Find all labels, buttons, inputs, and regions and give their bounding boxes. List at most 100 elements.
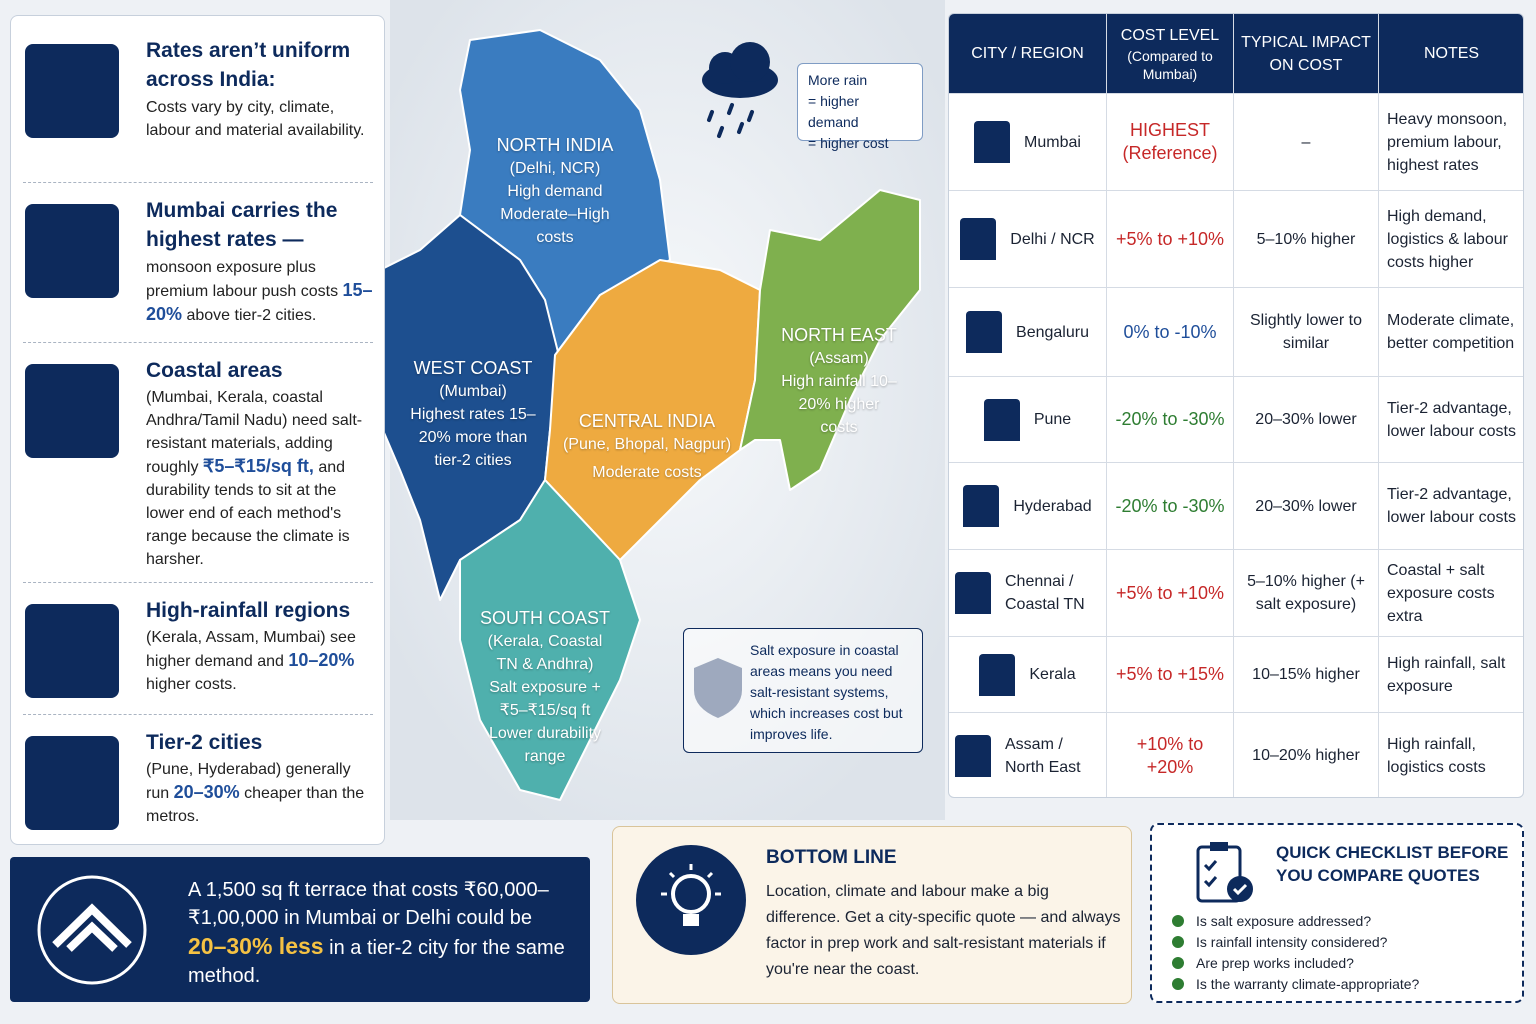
text-run: (Pune, Hyderabad) generally run	[146, 761, 351, 802]
city-icon	[955, 734, 991, 777]
table-cell: Delhi / NCR	[949, 191, 1107, 288]
table-cell: Pune	[949, 377, 1107, 463]
cost-level: 0% to -10%	[1123, 321, 1217, 342]
check-icon	[1172, 915, 1184, 927]
item-body: (Mumbai, Kerala, coastal Andhra/Tamil Na…	[146, 386, 374, 571]
highlight: 20–30% less	[188, 933, 324, 959]
bottom-line-title: BOTTOM LINE	[766, 847, 897, 868]
region-sub: (Assam)	[809, 350, 869, 367]
region-label: NORTH EAST (Assam) High rainfall 10–20% hi…	[779, 324, 899, 439]
table-cell: Hyderabad	[949, 463, 1107, 550]
city-icon	[979, 653, 1016, 696]
table-cell: 10–20% higher	[1234, 713, 1379, 797]
table-cell: Kerala	[949, 637, 1107, 713]
table-cell: High rainfall, salt exposure	[1379, 637, 1523, 713]
table-cell: Tier-2 advantage, lower labour costs	[1379, 377, 1523, 463]
check-icon	[1172, 936, 1184, 948]
city-icon	[966, 311, 1003, 353]
cost-table: CITY / REGION COST LEVEL (Compared to Mumb…	[948, 13, 1524, 798]
text-run: A 1,500 sq ft terrace that costs ₹60,000…	[188, 879, 549, 929]
table-cell: High demand, logistics & labour costs hi…	[1379, 191, 1523, 288]
highlight: 15–20%	[146, 280, 373, 324]
region-desc: Highest rates 15–20% more than tier-2 ci…	[410, 406, 536, 469]
salt-note: Salt exposure in coastal areas means you…	[750, 642, 903, 742]
table-cell: 5–10% higher (+ salt exposure)	[1234, 550, 1379, 637]
table-cell: Assam / North East	[949, 713, 1107, 797]
item-icon	[25, 604, 119, 698]
item-title: Rates aren’t uniform across India:	[146, 39, 351, 91]
impact: 20–30% lower	[1255, 497, 1357, 515]
cost-level: -20% to -30%	[1115, 409, 1225, 429]
impact: –	[1301, 133, 1311, 151]
table-cell: –	[1234, 94, 1379, 191]
region-sub: (Pune, Bhopal, Nagpur)	[562, 436, 732, 453]
table-cell: 10–15% higher	[1234, 637, 1379, 713]
table-cell: Coastal + salt exposure costs extra	[1379, 550, 1523, 637]
table-cell: Bengaluru	[949, 288, 1107, 377]
table-cell: +10% to +20%	[1107, 713, 1234, 797]
checklist-item: Is the warranty climate-appropriate?	[1172, 976, 1419, 992]
text-run: higher costs.	[146, 676, 237, 693]
region-desc: High rainfall 10–20% higher costs	[781, 373, 897, 436]
table-cell: -20% to -30%	[1107, 377, 1234, 463]
text-run: monsoon exposure plus premium labour pus…	[146, 259, 343, 300]
text-run: (Kerala, Assam, Mumbai) see higher deman…	[146, 629, 356, 670]
table-cell: High rainfall, logistics costs	[1379, 713, 1523, 797]
header-text: CITY / REGION	[971, 45, 1084, 62]
region-label: NORTH INDIA (Delhi, NCR) High demand Moder…	[485, 134, 625, 249]
header-note: (Compared to Mumbai)	[1127, 48, 1213, 82]
checklist: QUICK CHECKLIST BEFORE YOU COMPARE QUOTE…	[1150, 823, 1524, 1003]
region-sub: (Mumbai)	[439, 383, 507, 400]
cost-level: +10% to +20%	[1136, 733, 1204, 777]
table-cell: 20–30% lower	[1234, 377, 1379, 463]
item-icon	[25, 364, 119, 458]
note-line: = higher demand	[808, 93, 859, 130]
house-icon	[37, 875, 147, 985]
table-cell: 0% to -10%	[1107, 288, 1234, 377]
notes: High demand, logistics & labour costs hi…	[1387, 207, 1508, 271]
item-icon	[25, 204, 119, 298]
item-icon	[25, 44, 119, 138]
table-header: TYPICAL IMPACT ON COST	[1234, 14, 1379, 94]
highlight: ₹5–₹15/sq ft,	[202, 456, 314, 476]
table-cell: 20–30% lower	[1234, 463, 1379, 550]
table-cell: Chennai / Coastal TN	[949, 550, 1107, 637]
region-desc: Salt exposure +₹5–₹15/sq ft Lower durabi…	[488, 679, 602, 765]
text-run: cheaper than the metros.	[146, 785, 365, 825]
region-name: WEST COAST	[413, 358, 533, 378]
region-desc: High demand Moderate–High costs	[500, 183, 610, 246]
note-line: = higher cost	[808, 135, 889, 151]
notes: Moderate climate, better competition	[1387, 312, 1515, 352]
item-body: monsoon exposure plus premium labour pus…	[146, 256, 374, 327]
table-cell: +5% to +10%	[1107, 191, 1234, 288]
text-run: above tier-2 cities.	[182, 307, 317, 324]
separator	[23, 582, 373, 583]
item-text: Is the warranty climate-appropriate?	[1196, 976, 1420, 992]
city-name: Delhi / NCR	[1010, 230, 1095, 248]
impact: 10–20% higher	[1252, 747, 1360, 764]
table-cell: -20% to -30%	[1107, 463, 1234, 550]
notes: High rainfall, salt exposure	[1387, 654, 1506, 695]
text-run: and durability tends to sit at the lower…	[146, 459, 350, 568]
highlight: 20–30%	[173, 782, 240, 802]
header-text: TYPICAL IMPACT ON COST	[1241, 33, 1371, 74]
item-text: Is rainfall intensity considered?	[1196, 934, 1388, 950]
table-header: CITY / REGION	[949, 14, 1107, 94]
highlight: 10–20%	[288, 650, 355, 670]
table-header: NOTES	[1379, 14, 1523, 94]
bottom-line-text: Location, climate and labour make a big …	[766, 883, 1121, 978]
banner	[10, 857, 590, 1002]
region-name: SOUTH COAST	[480, 608, 611, 628]
item-title: Tier-2 cities	[146, 731, 263, 754]
city-icon	[963, 485, 1000, 527]
checklist-item: Are prep works included?	[1172, 955, 1354, 971]
table-cell: Mumbai	[949, 94, 1107, 191]
rain-icon	[702, 42, 778, 138]
region-desc: Moderate costs	[592, 464, 702, 481]
city-name: Assam / North East	[1005, 735, 1081, 776]
region-name: NORTH INDIA	[496, 135, 614, 155]
region-name: NORTH EAST	[781, 325, 897, 345]
cost-level: +5% to +10%	[1115, 228, 1225, 249]
text-run: in a tier-2 city for the same method.	[188, 937, 565, 987]
